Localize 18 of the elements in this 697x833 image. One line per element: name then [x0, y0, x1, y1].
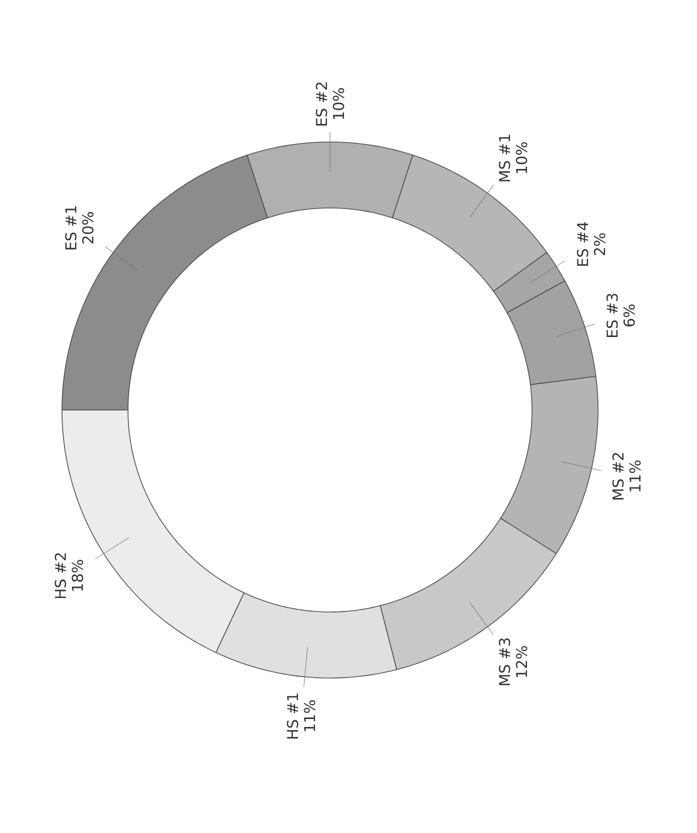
data-label: 10%: [516, 142, 528, 174]
data-label: 2%: [594, 233, 606, 256]
slice-label: ES #1: [65, 206, 76, 250]
slice-label: MS #1: [498, 134, 510, 182]
slice-label: HS #1: [286, 694, 298, 738]
data-label: 6%: [623, 304, 635, 326]
data-label: 20%: [82, 212, 94, 244]
slice-label: ES #2: [316, 82, 328, 126]
data-label: 11%: [304, 700, 316, 732]
slice-label: HS #2: [54, 553, 66, 598]
slice-label: ES #4: [576, 222, 588, 266]
data-label: 18%: [72, 560, 84, 591]
data-label: 10%: [332, 88, 344, 120]
slice-label: MS #3: [498, 638, 510, 686]
slice-label: MS #2: [612, 453, 624, 500]
data-label: 12%: [516, 646, 528, 677]
slice-label: ES #3: [606, 294, 618, 338]
data-label: 11%: [629, 460, 641, 492]
